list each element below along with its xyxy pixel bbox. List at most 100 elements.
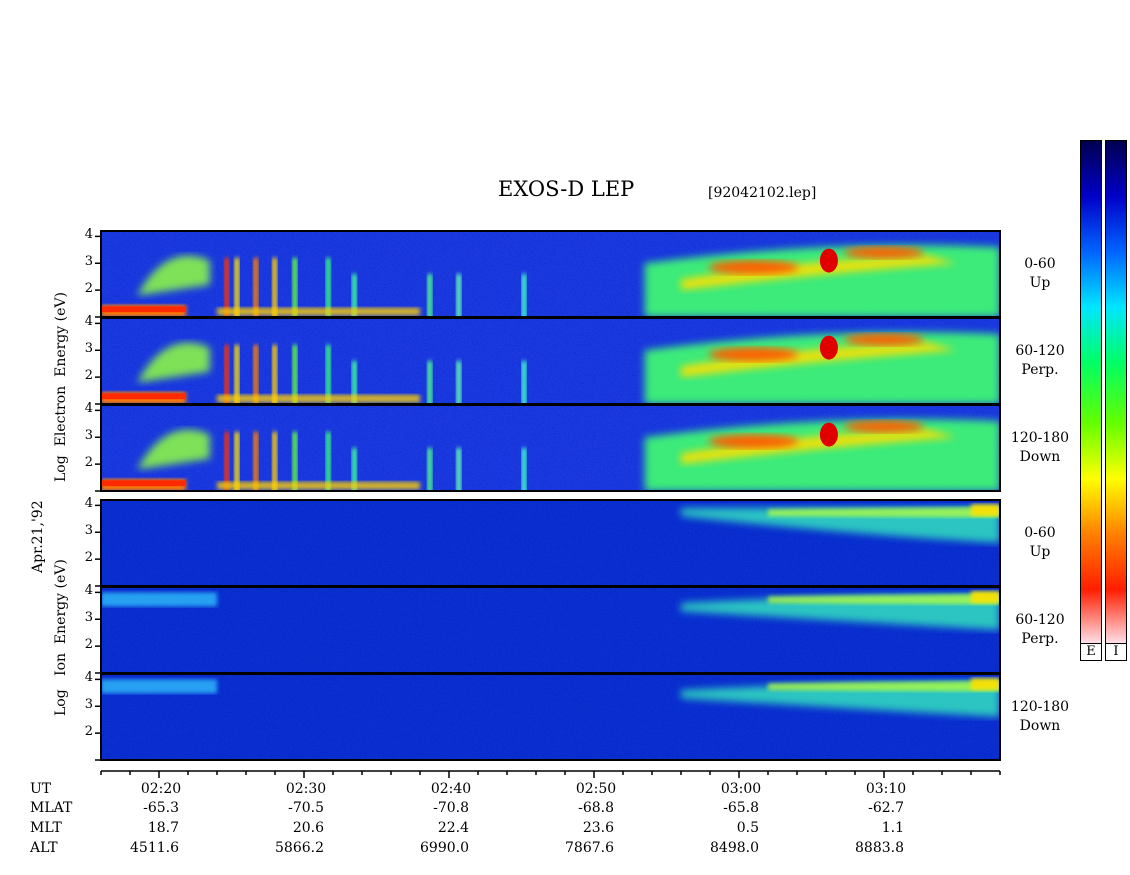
precipitation-burst [224,344,230,404]
auroral-peak-left [708,347,799,362]
channel-range: 0-60 [1024,525,1056,541]
precipitation-burst [427,274,433,317]
ion-beam-peak [971,678,1000,691]
precipitation-burst [292,431,298,491]
mlt-value: 22.4 [437,820,469,836]
channel-label: 120-180 Down [1005,429,1075,467]
mlt-value: 18.7 [147,820,179,836]
mlat-value: -70.8 [433,800,469,816]
y-tick-label: 2 [84,368,93,384]
auroral-yellow-band [681,342,957,378]
y-tick-label: 4 [84,496,93,512]
y-tick-label: 3 [84,697,93,713]
mlt-value: 1.1 [881,820,904,836]
ion-colorbar [1105,140,1127,646]
low-energy-floor [217,481,420,490]
mlat-value: -65.3 [143,800,179,816]
low-energy-core [101,306,186,313]
panel-frame [100,673,1001,761]
precipitation-burst [253,431,259,491]
y-tick-label: 2 [84,637,93,653]
precipitation-burst [292,344,298,404]
low-energy-core [101,393,186,400]
chart-title: EXOS-D LEP [498,177,635,201]
inverted-v-arc [137,255,210,296]
channel-direction: Down [1019,718,1061,734]
precipitation-burst [325,431,331,491]
mlat-value: -62.7 [868,800,904,816]
precipitation-burst [351,274,357,317]
channel-direction: Down [1019,449,1061,465]
precipitation-burst [427,448,433,491]
mlt-value: 20.6 [292,820,324,836]
auroral-peak-left [708,434,799,449]
ut-value: 02:30 [285,781,327,797]
precipitation-burst [456,361,462,404]
alt-label: ALT [30,840,58,856]
precipitation-burst [325,344,331,404]
precipitation-burst [224,257,230,317]
y-tick-label: 3 [84,523,93,539]
y-tick-label: 4 [84,314,93,330]
precipitation-burst [234,257,240,317]
precipitation-burst [234,344,240,404]
alt-value: 7867.6 [565,840,614,856]
ut-value: 02:50 [575,781,617,797]
inverted-v-arc [137,342,210,383]
ut-label: UT [30,781,52,797]
ion-panel-up [95,499,1001,587]
mlat-value: -70.5 [288,800,324,816]
channel-label: 0-60 Up [1005,255,1075,293]
auroral-peak-center [819,248,838,273]
precipitation-burst [325,257,331,317]
ion-beam-core [768,680,1000,692]
ut-value: 03:10 [865,781,907,797]
precipitation-burst [224,431,230,491]
precipitation-burst [521,274,527,317]
low-energy-core [101,480,186,487]
y-tick-label: 2 [84,455,93,471]
precipitation-burst [521,361,527,404]
date-label: Apr.21,'92 [30,500,46,573]
mlt-value: 23.6 [582,820,614,836]
precipitation-burst [253,344,259,404]
alt-value: 5866.2 [275,840,324,856]
precipitation-burst [292,257,298,317]
precipitation-burst [272,257,278,317]
alt-value: 8883.8 [855,840,904,856]
electron-panel-up [95,230,1001,318]
auroral-peak-right [844,420,924,433]
mlt-label: MLT [30,820,62,836]
auroral-peak-center [819,335,838,360]
channel-label: 60-120 Perp. [1005,611,1075,649]
auroral-yellow-band [681,429,957,465]
channel-label: 0-60 Up [1005,524,1075,562]
channel-label: 120-180 Down [1005,698,1075,736]
precipitation-burst [253,257,259,317]
alt-value: 8498.0 [710,840,759,856]
precipitation-burst [351,448,357,491]
precipitation-burst [456,448,462,491]
ion-beam-peak [971,591,1000,604]
ion-beam-core [768,506,1000,518]
auroral-yellow-band [681,255,957,291]
y-tick-label: 3 [84,341,93,357]
auroral-peak-right [844,333,924,346]
ion-axis-label: Log Ion Energy (eV) [53,559,69,716]
channel-direction: Perp. [1021,362,1059,378]
channel-direction: Perp. [1021,631,1059,647]
auroral-peak-center [819,422,838,447]
y-tick-label: 4 [84,583,93,599]
y-tick-label: 3 [84,428,93,444]
channel-range: 60-120 [1015,343,1065,359]
precipitation-burst [456,274,462,317]
channel-direction: Up [1029,275,1051,291]
colorbar-label-i: I [1105,643,1127,661]
colorbar-label-e: E [1080,643,1102,661]
precipitation-burst [272,431,278,491]
precipitation-burst [427,361,433,404]
auroral-peak-right [844,246,924,259]
y-tick-label: 2 [84,281,93,297]
ion-beam-core [768,593,1000,605]
